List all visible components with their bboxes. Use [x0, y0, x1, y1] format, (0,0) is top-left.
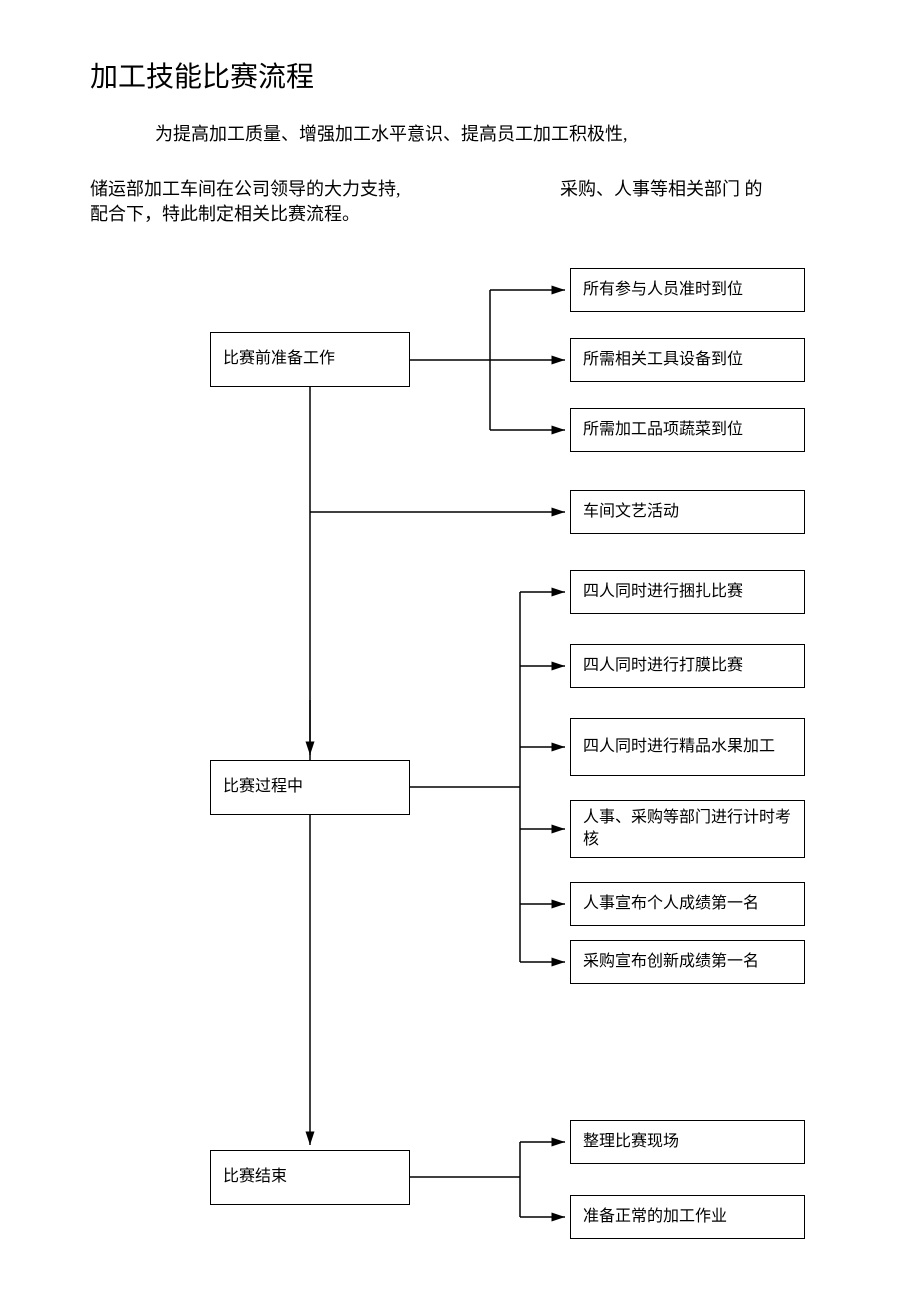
detail-d1: 四人同时进行捆扎比赛: [570, 570, 805, 614]
detail-d4: 人事、采购等部门进行计时考核: [570, 800, 805, 858]
detail-activity: 车间文艺活动: [570, 490, 805, 534]
page-title: 加工技能比赛流程: [90, 55, 314, 95]
detail-d2: 四人同时进行打膜比赛: [570, 644, 805, 688]
intro-line2b: 采购、人事等相关部门 的: [560, 175, 763, 201]
detail-d6: 采购宣布创新成绩第一名: [570, 940, 805, 984]
detail-d3: 四人同时进行精品水果加工: [570, 718, 805, 776]
detail-prep3: 所需加工品项蔬菜到位: [570, 408, 805, 452]
intro-line3: 配合下，特此制定相关比赛流程。: [90, 200, 360, 226]
detail-prep2: 所需相关工具设备到位: [570, 338, 805, 382]
stage-prep: 比赛前准备工作: [210, 332, 410, 387]
detail-end1: 整理比赛现场: [570, 1120, 805, 1164]
stage-end: 比赛结束: [210, 1150, 410, 1205]
detail-end2: 准备正常的加工作业: [570, 1195, 805, 1239]
detail-d5: 人事宣布个人成绩第一名: [570, 882, 805, 926]
stage-during: 比赛过程中: [210, 760, 410, 815]
detail-prep1: 所有参与人员准时到位: [570, 268, 805, 312]
intro-line1: 为提高加工质量、增强加工水平意识、提高员工加工积极性,: [155, 120, 628, 146]
intro-line2a: 储运部加工车间在公司领导的大力支持,: [90, 175, 401, 201]
